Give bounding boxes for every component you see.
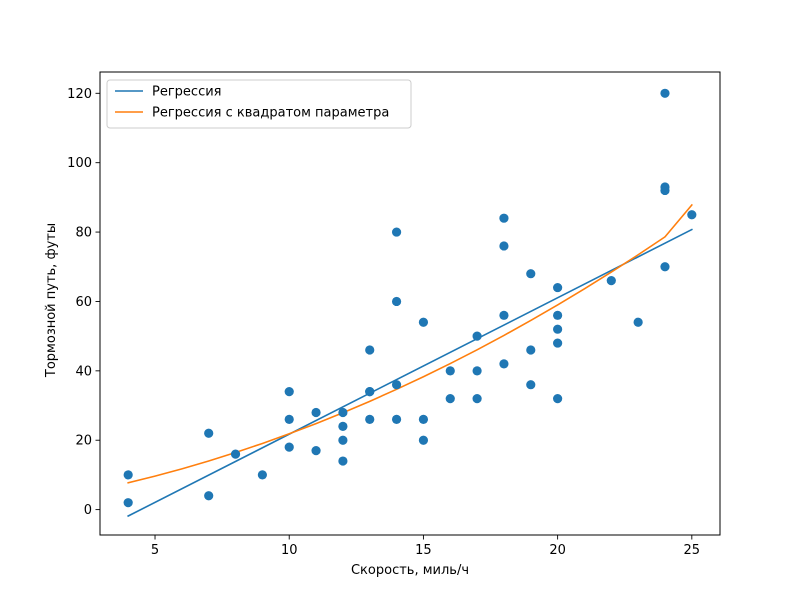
legend-box bbox=[106, 79, 412, 129]
x-axis-label: Скорость, миль/ч bbox=[351, 563, 469, 578]
data-point bbox=[660, 182, 670, 192]
y-tick-label: 20 bbox=[75, 434, 92, 449]
y-tick-label: 100 bbox=[67, 156, 92, 171]
data-point bbox=[418, 317, 429, 327]
data-point bbox=[230, 449, 241, 459]
data-point bbox=[391, 380, 402, 390]
x-tick-label: 10 bbox=[281, 543, 298, 558]
data-point bbox=[660, 88, 670, 98]
data-point bbox=[123, 498, 133, 508]
data-point bbox=[499, 310, 509, 320]
x-tick-label: 25 bbox=[684, 543, 701, 558]
data-point bbox=[606, 276, 616, 286]
data-point bbox=[633, 317, 643, 327]
data-point bbox=[284, 442, 294, 452]
y-tick-label: 120 bbox=[67, 87, 92, 102]
data-point bbox=[472, 331, 482, 341]
data-point bbox=[553, 310, 563, 320]
data-point bbox=[499, 359, 509, 369]
y-tick-label: 60 bbox=[75, 295, 92, 310]
data-point bbox=[553, 338, 563, 348]
data-point bbox=[660, 262, 670, 272]
data-point bbox=[553, 324, 563, 334]
data-point bbox=[338, 456, 348, 466]
data-point bbox=[204, 428, 214, 438]
data-point bbox=[445, 393, 455, 404]
data-point bbox=[499, 241, 509, 251]
data-point bbox=[311, 446, 321, 456]
data-point bbox=[687, 210, 697, 220]
data-point bbox=[257, 470, 267, 480]
data-point bbox=[472, 393, 482, 404]
legend-label-2: Регрессия с квадратом параметра bbox=[152, 106, 389, 121]
data-point bbox=[526, 380, 536, 390]
data-point bbox=[391, 296, 402, 307]
y-axis-label: Тормозной путь, футы bbox=[44, 223, 59, 378]
series-line-2 bbox=[127, 203, 693, 484]
data-point bbox=[418, 414, 429, 425]
data-point bbox=[526, 269, 536, 279]
data-point bbox=[391, 227, 402, 237]
data-point bbox=[553, 282, 563, 293]
data-point bbox=[365, 414, 375, 425]
data-point bbox=[338, 421, 348, 431]
legend-label-1: Регрессия bbox=[152, 85, 221, 100]
y-tick-label: 0 bbox=[84, 503, 92, 518]
data-point bbox=[311, 407, 321, 418]
y-tick-label: 80 bbox=[75, 226, 92, 241]
data-point bbox=[499, 213, 509, 223]
x-tick-label: 5 bbox=[151, 543, 159, 558]
series-line-1 bbox=[127, 228, 693, 518]
data-point bbox=[553, 393, 563, 404]
data-point bbox=[365, 345, 375, 355]
data-point bbox=[365, 387, 375, 397]
data-point bbox=[204, 491, 214, 501]
data-point bbox=[418, 435, 429, 445]
data-point bbox=[338, 435, 348, 445]
x-tick-label: 20 bbox=[549, 543, 566, 558]
y-tick-label: 40 bbox=[75, 364, 92, 379]
data-point bbox=[284, 387, 294, 397]
data-point bbox=[123, 470, 133, 480]
axes-frame bbox=[99, 71, 721, 536]
data-point bbox=[338, 407, 348, 418]
data-point bbox=[445, 366, 455, 376]
x-tick-label: 15 bbox=[415, 543, 432, 558]
data-point bbox=[526, 345, 536, 355]
data-point bbox=[472, 366, 482, 376]
data-point bbox=[284, 414, 294, 425]
data-point bbox=[391, 414, 402, 425]
